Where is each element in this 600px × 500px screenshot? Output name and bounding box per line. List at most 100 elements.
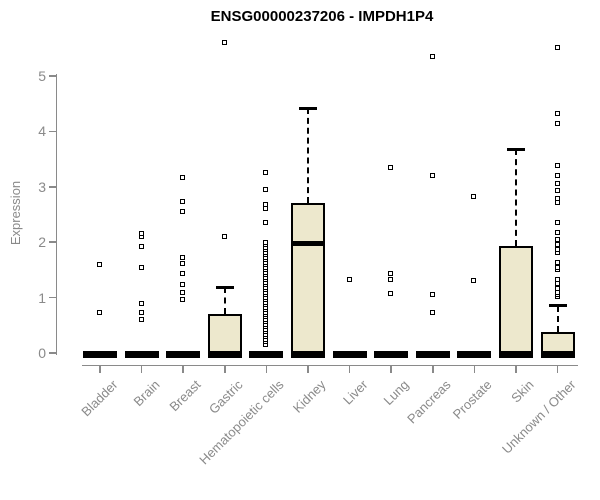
zero-bar-breast [166, 351, 201, 358]
zero-bar-pancreas [415, 351, 450, 358]
zero-bar-unknown-other [540, 351, 575, 358]
outlier-point-breast [180, 297, 186, 303]
outlier-point-breast [180, 208, 186, 214]
outlier-point-hematopoietic-cells [263, 202, 269, 208]
outlier-point-pancreas [429, 309, 435, 315]
x-axis-tick [307, 366, 309, 373]
outlier-point-breast [180, 255, 186, 261]
outlier-point-prostate [471, 193, 477, 199]
zero-bar-hematopoietic-cells [249, 351, 284, 358]
x-axis-tick [432, 366, 434, 373]
outlier-point-hematopoietic-cells [263, 206, 269, 212]
outlier-point-unknown-other [554, 219, 560, 225]
whisker-gastric [223, 287, 226, 314]
y-axis-tick [49, 75, 56, 77]
outlier-point-gastric [221, 40, 227, 46]
y-axis-tick [49, 241, 56, 243]
outlier-point-hematopoietic-cells [263, 239, 269, 245]
outlier-point-unknown-other [554, 259, 560, 265]
zero-bar-brain [124, 351, 159, 358]
outlier-point-bladder [97, 261, 102, 267]
outlier-point-breast [180, 175, 186, 181]
x-axis-tick [224, 366, 226, 373]
outlier-point-brain [138, 317, 144, 323]
whisker-kidney [307, 108, 309, 203]
y-axis-tick [49, 130, 56, 133]
chart-title: ENSG00000237206 - IMPDH1P4 [210, 8, 434, 25]
x-axis-tick [99, 366, 101, 373]
x-axis-tick [348, 366, 351, 373]
outlier-point-lung [388, 290, 394, 296]
box-skin [499, 246, 533, 357]
outlier-point-unknown-other [554, 45, 560, 51]
outlier-point-prostate [471, 278, 477, 284]
box-kidney [291, 202, 325, 357]
outlier-point-unknown-other [554, 237, 560, 243]
outlier-point-bladder [97, 309, 102, 315]
outlier-point-unknown-other [554, 110, 560, 116]
y-tick-label: 0 [38, 345, 46, 361]
outlier-point-unknown-other [554, 264, 560, 270]
outlier-point-unknown-other [554, 200, 560, 206]
outlier-point-hematopoietic-cells [263, 220, 269, 226]
outlier-point-pancreas [429, 292, 435, 298]
outlier-point-liver [346, 277, 352, 283]
zero-bar-bladder [83, 351, 117, 358]
y-tick-label: 4 [38, 123, 46, 140]
y-tick-label: 5 [38, 68, 46, 84]
whisker-cap-skin [507, 147, 525, 151]
outlier-point-unknown-other [554, 285, 560, 291]
y-axis-tick [49, 352, 56, 354]
outlier-point-unknown-other [554, 277, 560, 283]
x-axis-tick [556, 366, 559, 373]
zero-bar-prostate [457, 351, 492, 358]
whisker-unknown-other [556, 305, 559, 332]
whisker-skin [515, 149, 517, 247]
whisker-cap-kidney [299, 106, 317, 110]
outlier-point-pancreas [429, 173, 435, 179]
y-tick-label: 2 [38, 234, 46, 251]
x-axis-tick [140, 366, 143, 373]
y-tick-label: 1 [38, 289, 46, 306]
outlier-point-lung [388, 270, 394, 276]
outlier-point-brain [138, 309, 144, 315]
whisker-cap-gastric [215, 285, 234, 289]
outlier-point-unknown-other [554, 180, 560, 186]
x-axis-tick [265, 366, 268, 373]
outlier-point-unknown-other [554, 195, 560, 201]
outlier-point-unknown-other [554, 247, 560, 253]
outlier-point-lung [388, 165, 394, 171]
x-axis-tick [390, 366, 392, 373]
x-axis-line [82, 364, 578, 366]
outlier-point-breast [180, 199, 186, 205]
outlier-point-unknown-other [554, 163, 560, 169]
y-tick-label: 3 [38, 178, 46, 195]
zero-bar-lung [374, 351, 409, 358]
outlier-point-unknown-other [554, 173, 560, 179]
outlier-point-unknown-other [554, 188, 560, 194]
outlier-point-hematopoietic-cells [263, 170, 269, 176]
outlier-point-breast [180, 282, 186, 288]
outlier-point-lung [388, 277, 394, 283]
zero-bar-kidney [291, 351, 325, 358]
x-axis-tick [182, 366, 184, 373]
zero-bar-gastric [207, 351, 242, 358]
outlier-point-brain [138, 264, 144, 270]
outlier-point-brain [138, 243, 144, 249]
x-axis-tick [473, 366, 476, 373]
y-axis-tick [49, 186, 56, 188]
whisker-cap-unknown-other [548, 304, 567, 308]
outlier-point-breast [180, 289, 186, 295]
outlier-point-gastric [221, 233, 227, 239]
outlier-point-brain [138, 231, 144, 237]
outlier-point-unknown-other [554, 242, 560, 248]
outlier-point-pancreas [429, 53, 435, 59]
zero-bar-skin [499, 351, 533, 358]
box-gastric [207, 313, 242, 357]
outlier-point-breast [180, 270, 186, 276]
outlier-point-breast [180, 260, 186, 266]
median-line-kidney [291, 240, 325, 246]
y-axis-line [55, 74, 57, 355]
